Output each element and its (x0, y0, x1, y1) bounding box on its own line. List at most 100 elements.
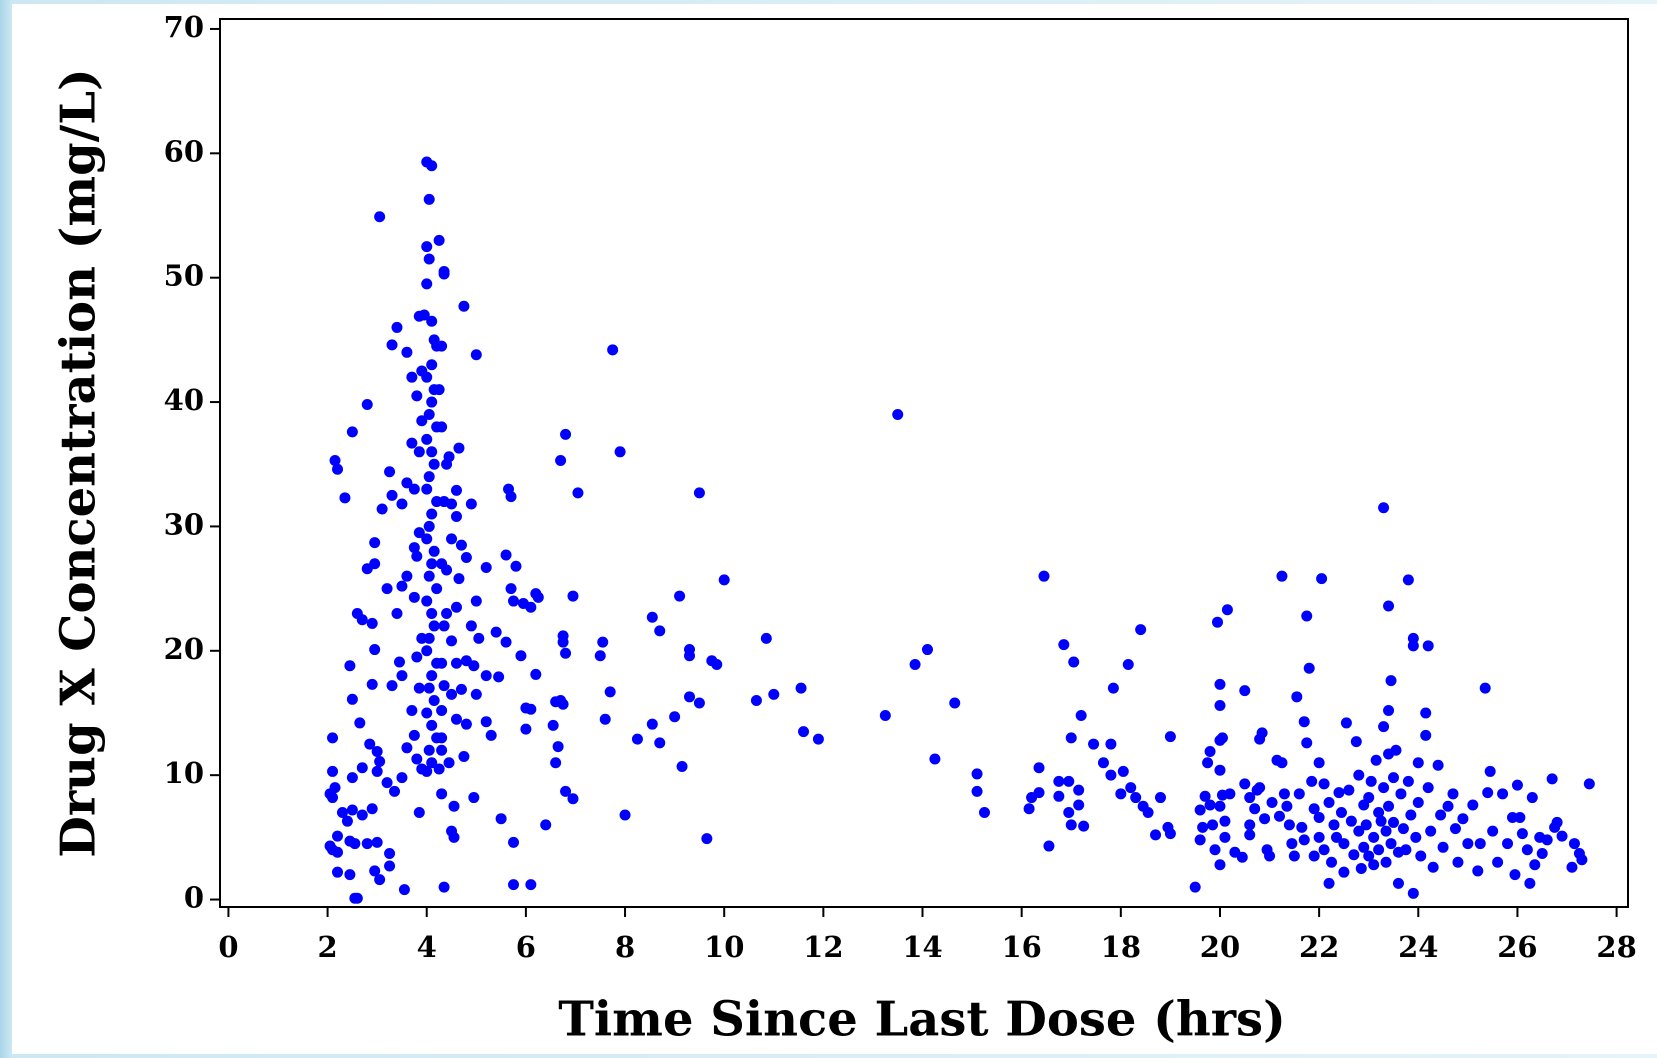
data-point (594, 650, 606, 662)
data-point (1353, 769, 1365, 781)
data-point (423, 253, 435, 265)
data-point (1038, 570, 1050, 582)
data-point (386, 339, 398, 351)
data-point (426, 719, 438, 731)
data-point (327, 732, 339, 744)
data-point (374, 211, 386, 223)
data-point (812, 733, 824, 745)
data-point (1422, 782, 1434, 794)
data-point (1204, 799, 1216, 811)
data-point (674, 590, 686, 602)
data-point (1492, 856, 1504, 868)
x-tick-label: 2 (317, 930, 337, 964)
data-point (416, 415, 428, 427)
data-point (1306, 775, 1318, 787)
y-tick-label: 60 (164, 134, 204, 168)
data-point (423, 520, 435, 532)
data-point (1105, 738, 1117, 750)
data-point (795, 682, 807, 694)
data-point (421, 707, 433, 719)
data-point (436, 744, 448, 756)
data-point (436, 558, 448, 570)
data-point (416, 632, 428, 644)
data-point (1472, 865, 1484, 877)
data-point (386, 489, 398, 501)
data-point (1214, 800, 1226, 812)
data-point (1422, 640, 1434, 652)
data-point (371, 765, 383, 777)
data-point (971, 785, 983, 797)
data-point (389, 785, 401, 797)
data-point (1442, 800, 1454, 812)
data-point (436, 732, 448, 744)
data-point (1425, 825, 1437, 837)
data-point (1400, 844, 1412, 856)
data-point (1318, 844, 1330, 856)
data-point (1368, 831, 1380, 843)
data-point (1556, 830, 1568, 842)
data-point (1546, 773, 1558, 785)
data-point (349, 838, 361, 850)
data-point (1288, 850, 1300, 862)
data-point (1526, 792, 1538, 804)
y-axis-title: Drug X Concentration (mg/L) (51, 68, 107, 857)
data-point (391, 607, 403, 619)
data-point (416, 365, 428, 377)
data-point (411, 753, 423, 765)
data-point (1065, 819, 1077, 831)
data-point (1283, 819, 1295, 831)
data-point (1482, 787, 1494, 799)
data-point (949, 697, 961, 709)
data-point (361, 399, 373, 411)
data-point (619, 809, 631, 821)
data-point (1387, 772, 1399, 784)
data-point (517, 598, 529, 610)
data-point (428, 545, 440, 557)
data-point (1249, 803, 1261, 815)
data-point (431, 583, 443, 595)
data-point (1266, 797, 1278, 809)
data-point (1333, 787, 1345, 799)
data-point (450, 484, 462, 496)
data-point (428, 458, 440, 470)
data-point (374, 874, 386, 886)
data-point (1125, 782, 1137, 794)
plot-frame (219, 18, 1629, 908)
data-point (1239, 685, 1251, 697)
data-point (448, 831, 460, 843)
data-point (1063, 806, 1075, 818)
data-point (1244, 829, 1256, 841)
data-point (1256, 727, 1268, 739)
data-point (421, 241, 433, 253)
data-point (607, 344, 619, 356)
data-point (547, 719, 559, 731)
data-point (1197, 821, 1209, 833)
data-point (760, 632, 772, 644)
data-point (1385, 675, 1397, 687)
y-tick-label: 0 (184, 881, 204, 915)
data-point (329, 455, 341, 467)
data-point (515, 650, 527, 662)
data-point (1105, 769, 1117, 781)
data-point (599, 713, 611, 725)
data-point (1576, 854, 1588, 866)
data-point (468, 792, 480, 804)
data-point (356, 762, 368, 774)
data-point (1378, 721, 1390, 733)
data-point (1395, 788, 1407, 800)
data-point (1194, 804, 1206, 816)
data-point (351, 892, 363, 904)
data-point (929, 753, 941, 765)
data-point (1541, 834, 1553, 846)
data-point (768, 688, 780, 700)
data-point (441, 607, 453, 619)
data-point (1313, 757, 1325, 769)
data-point (520, 723, 532, 735)
data-point (465, 620, 477, 632)
data-point (1278, 788, 1290, 800)
x-tick-label: 0 (218, 930, 238, 964)
data-point (460, 718, 472, 730)
data-point (1338, 838, 1350, 850)
data-point (448, 800, 460, 812)
data-point (1254, 782, 1266, 794)
